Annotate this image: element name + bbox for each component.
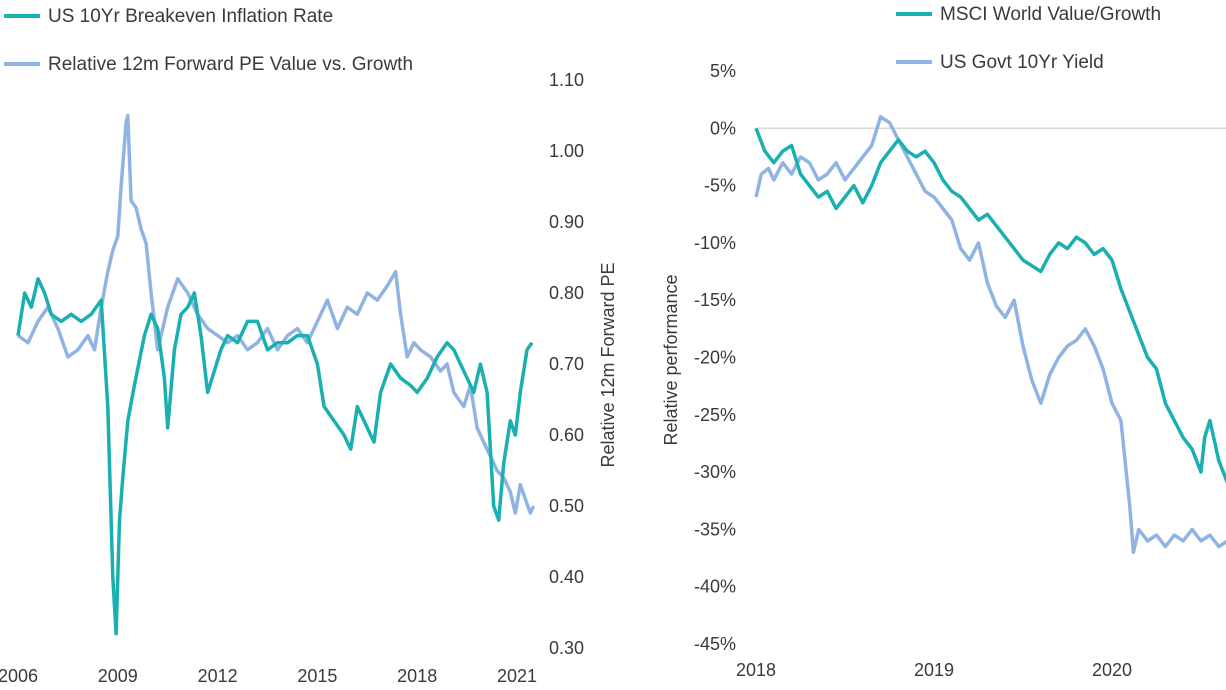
right-legend: MSCI World Value/Growth US Govt 10Yr Yie… <box>896 4 1161 73</box>
left-chart: US 10Yr Breakeven Inflation Rate Relativ… <box>0 6 618 686</box>
x-tick-label: 2020 <box>1092 660 1132 680</box>
right-series-lines <box>754 115 1226 555</box>
legend-label-msci: MSCI World Value/Growth <box>940 4 1161 25</box>
y-tick-label: 1.10 <box>549 70 584 90</box>
left-x-axis-ticks: 2006 2009 2012 2015 2018 2021 <box>0 666 537 686</box>
y-tick-label: -5% <box>704 176 736 196</box>
x-tick-label: 2015 <box>297 666 337 686</box>
y-tick-label: 1.00 <box>549 141 584 161</box>
x-tick-label: 2012 <box>198 666 238 686</box>
y-tick-label: 0% <box>710 118 736 138</box>
left-y-axis-ticks: 1.10 1.00 0.90 0.80 0.70 0.60 0.50 0.40 0.30 <box>549 70 584 658</box>
x-tick-label: 2018 <box>397 666 437 686</box>
series-line-pe <box>16 113 536 515</box>
y-tick-label: -15% <box>694 290 736 310</box>
y-tick-label: -20% <box>694 348 736 368</box>
x-tick-label: 2021 <box>497 666 537 686</box>
y-tick-label: -40% <box>694 577 736 597</box>
y-tick-label: 5% <box>710 61 736 81</box>
series-line-yield <box>754 115 1226 555</box>
y-tick-label: 0.50 <box>549 496 584 516</box>
right-chart: MSCI World Value/Growth US Govt 10Yr Yie… <box>661 4 1226 680</box>
left-y-axis-title: Relative 12m Forward PE <box>598 262 618 467</box>
y-tick-label: 0.90 <box>549 212 584 232</box>
right-y-axis-title: Relative performance <box>661 274 681 445</box>
y-tick-label: -30% <box>694 462 736 482</box>
left-series-lines <box>16 113 536 636</box>
y-tick-label: 0.40 <box>549 567 584 587</box>
y-tick-label: 0.60 <box>549 425 584 445</box>
y-tick-label: 0.80 <box>549 283 584 303</box>
x-tick-label: 2009 <box>98 666 138 686</box>
y-tick-label: -25% <box>694 405 736 425</box>
y-tick-label: 0.70 <box>549 354 584 374</box>
x-tick-label: 2019 <box>914 660 954 680</box>
y-tick-label: 0.30 <box>549 638 584 658</box>
x-tick-label: 2018 <box>736 660 776 680</box>
series-line-msci <box>754 127 1226 485</box>
right-y-axis-ticks: 5% 0% -5% -10% -15% -20% -25% -30% -35% -40% -45% <box>694 61 736 654</box>
x-tick-label: 2006 <box>0 666 38 686</box>
series-line-breakeven <box>16 277 534 636</box>
y-tick-label: -10% <box>694 233 736 253</box>
legend-label-pe: Relative 12m Forward PE Value vs. Growth <box>48 54 413 75</box>
y-tick-label: -35% <box>694 519 736 539</box>
right-x-axis-ticks: 2018 2019 2020 <box>736 660 1132 680</box>
legend-label-breakeven: US 10Yr Breakeven Inflation Rate <box>48 6 333 27</box>
y-tick-label: -45% <box>694 634 736 654</box>
left-legend: US 10Yr Breakeven Inflation Rate Relativ… <box>4 6 413 75</box>
legend-label-yield: US Govt 10Yr Yield <box>940 52 1104 73</box>
